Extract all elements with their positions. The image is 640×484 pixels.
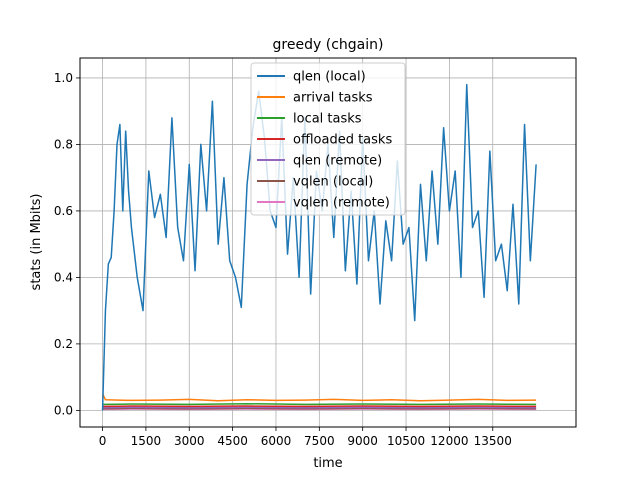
x-tick-label: 7500 [304, 434, 335, 448]
legend-label: qlen (local) [293, 70, 366, 85]
x-tick-layer: 0 1500 3000 4500 6000 7500 9000 10500 12000 13500 [99, 427, 512, 448]
y-axis-label: stats (in Mbits) [29, 194, 44, 291]
x-tick-label: 9000 [347, 434, 378, 448]
legend-label: vqlen (local) [293, 175, 373, 190]
legend-label: offloaded tasks [293, 133, 392, 148]
legend-label: local tasks [293, 112, 362, 127]
y-tick-label: 0.8 [54, 137, 73, 151]
x-axis-label: time [313, 456, 342, 471]
x-tick-label: 3000 [174, 434, 205, 448]
legend-label: qlen (remote) [293, 154, 382, 169]
x-tick-label: 1500 [131, 434, 162, 448]
y-tick-label: 1.0 [54, 71, 73, 85]
y-tick-label: 0.6 [54, 204, 73, 218]
y-tick-label: 0.2 [54, 337, 73, 351]
legend: qlen (local) arrival tasks local tasks offl… [251, 63, 405, 215]
x-tick-label: 6000 [261, 434, 292, 448]
y-tick-label: 0.4 [54, 270, 73, 284]
x-tick-label: 13500 [474, 434, 512, 448]
x-tick-label: 10500 [387, 434, 425, 448]
legend-label: arrival tasks [293, 91, 373, 106]
x-tick-label: 4500 [217, 434, 248, 448]
x-tick-label: 12000 [430, 434, 468, 448]
legend-label: vqlen (remote) [293, 196, 390, 211]
x-tick-label: 0 [99, 434, 107, 448]
y-tick-layer: 0.0 0.2 0.4 0.6 0.8 1.0 [54, 71, 80, 417]
series-line-local-tasks [103, 404, 537, 405]
y-tick-label: 0.0 [54, 403, 73, 417]
chart-title: greedy (chgain) [273, 37, 384, 53]
